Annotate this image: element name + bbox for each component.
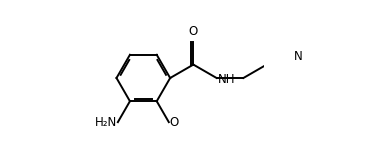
Text: O: O: [169, 116, 179, 129]
Text: N: N: [294, 50, 303, 63]
Text: NH: NH: [218, 73, 235, 86]
Text: O: O: [189, 25, 198, 38]
Text: H₂N: H₂N: [94, 116, 117, 129]
